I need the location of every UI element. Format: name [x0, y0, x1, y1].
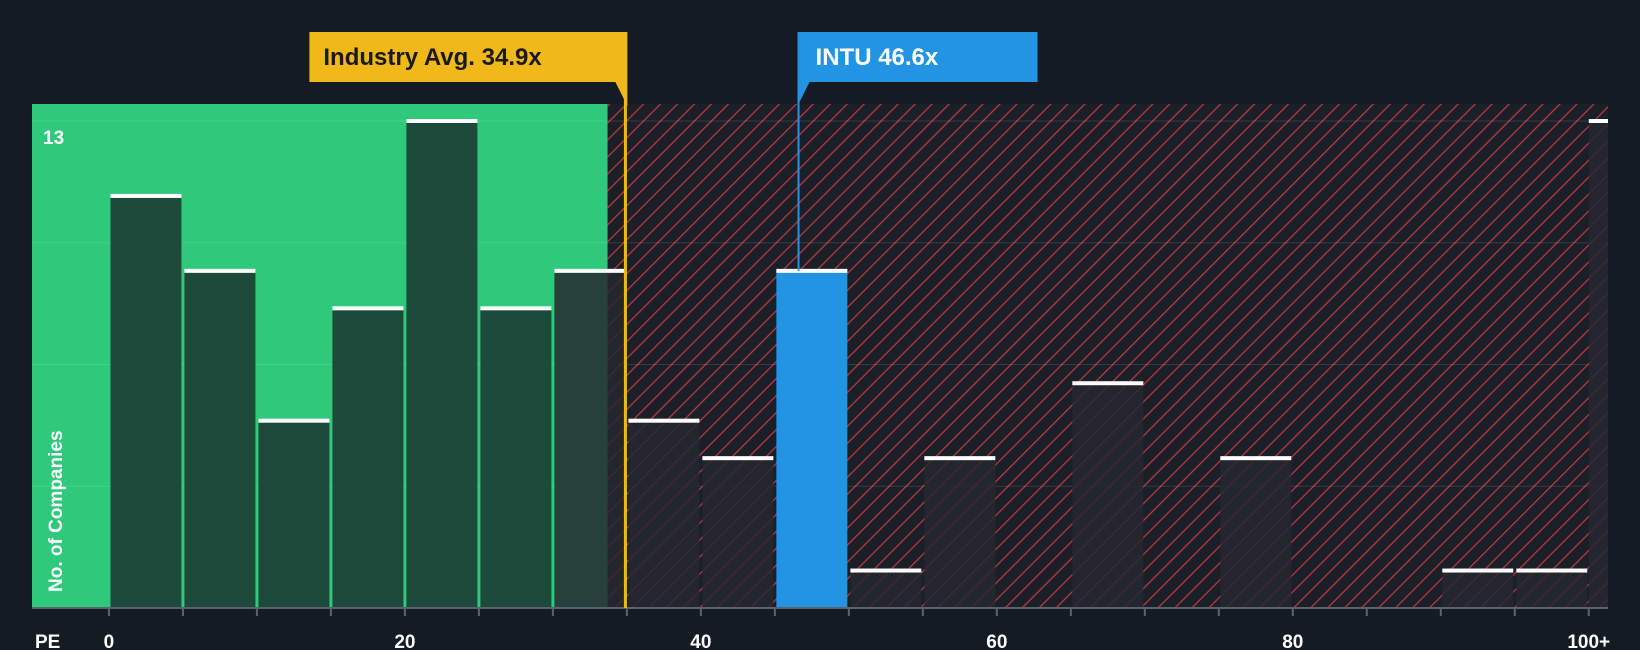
bar-cap [776, 268, 848, 273]
histogram-bar [628, 420, 700, 608]
bar-cap [258, 418, 330, 423]
histogram-bar [110, 195, 182, 608]
x-axis-label: PE [35, 632, 60, 650]
x-tick-label: 20 [394, 632, 415, 650]
industry-avg-label: Industry Avg. 34.9x [323, 44, 542, 71]
x-tick-label: 0 [104, 632, 115, 650]
bar-cap [702, 456, 774, 461]
histogram-bar [406, 121, 478, 608]
histogram-bar [184, 270, 256, 608]
bar-cap [184, 268, 256, 273]
y-axis-label: No. of Companies [46, 430, 67, 592]
company-bar [776, 270, 848, 608]
industry-avg-callout [309, 32, 628, 106]
bar-cap [1588, 119, 1608, 123]
histogram-bar [924, 458, 996, 608]
bar-cap [554, 268, 626, 273]
x-tick-label: 100+ [1567, 632, 1610, 650]
histogram-bar [850, 570, 922, 608]
histogram-bar [1072, 383, 1144, 608]
y-max-label: 13 [43, 128, 64, 149]
bar-cap [110, 193, 182, 198]
bar-cap [1220, 456, 1292, 461]
bar-cap [332, 306, 404, 311]
company-label: INTU 46.6x [816, 44, 939, 71]
bar-cap [628, 418, 700, 423]
histogram-bar [480, 308, 552, 608]
histogram-bar [1442, 570, 1514, 608]
bar-cap [924, 456, 996, 461]
bar-cap [1072, 381, 1144, 386]
bar-cap [850, 568, 922, 573]
x-tick-label: 80 [1282, 632, 1303, 650]
histogram-bar [702, 458, 774, 608]
histogram-bar [1220, 458, 1292, 608]
x-tick-label: 40 [690, 632, 711, 650]
bar-cap [480, 306, 552, 311]
bar-cap [406, 119, 478, 123]
bar-cap [1516, 568, 1588, 573]
histogram-bar [1588, 121, 1608, 608]
bar-cap [1442, 568, 1514, 573]
histogram-bar [258, 420, 330, 608]
company-callout [797, 32, 1038, 106]
x-tick-label: 60 [986, 632, 1007, 650]
histogram-bar [554, 270, 626, 608]
histogram-bar [1516, 570, 1588, 608]
histogram-bar [332, 308, 404, 608]
